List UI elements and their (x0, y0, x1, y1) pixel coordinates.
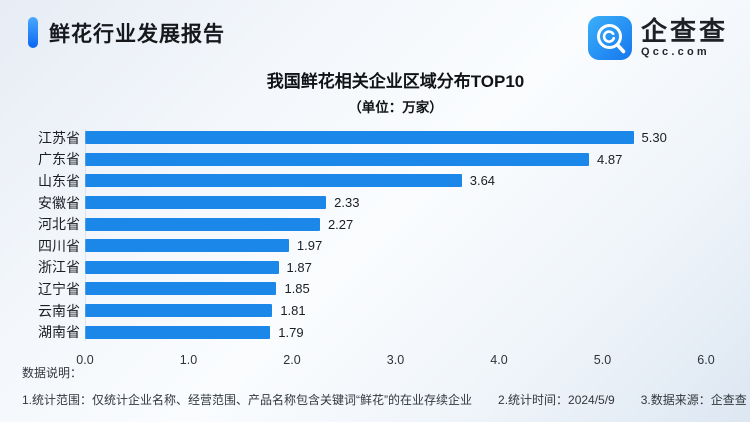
y-axis-label: 河北省 (38, 216, 80, 233)
bar-track: 1.97 (85, 238, 706, 253)
bar-value-label: 2.27 (327, 216, 354, 232)
title-accent-bar (28, 17, 38, 48)
bar-row: 四川省 1.97 (30, 235, 706, 257)
bar-row: 云南省 1.81 (30, 300, 706, 322)
bar (85, 239, 289, 253)
x-tick: 2.0 (283, 352, 301, 367)
chart-title: 我国鲜花相关企业区域分布TOP10 (266, 72, 525, 91)
data-notes-line: 1.统计范围：仅统计企业名称、经营范围、产品名称包含关键词“鲜花”的在业存续企业… (22, 391, 747, 408)
bar (85, 152, 590, 166)
data-notes-heading: 数据说明： (22, 366, 83, 380)
qcc-logo: 企查查 Qcc.com (587, 15, 728, 61)
bar-row: 辽宁省 1.85 (30, 278, 706, 300)
bar-value-label: 4.87 (597, 151, 623, 167)
y-axis-label: 广东省 (38, 151, 80, 168)
bar-row: 湖南省 1.79 (30, 321, 706, 343)
note-scope: 1.统计范围：仅统计企业名称、经营范围、产品名称包含关键词“鲜花”的在业存续企业 (22, 393, 473, 407)
x-tick: 3.0 (386, 352, 405, 367)
note-source: 3.数据来源：企查查 (640, 393, 747, 407)
bar (85, 174, 462, 188)
bar-chart: 我国鲜花相关企业区域分布TOP10 （单位：万家） 江苏省 5.30 广东省 4… (30, 67, 715, 372)
x-tick: 0.0 (76, 352, 94, 367)
bar-track: 1.87 (85, 260, 706, 275)
bar-row: 浙江省 1.87 (30, 257, 706, 279)
x-axis: 0.0 1.0 2.0 3.0 4.0 5.0 6.0 (76, 350, 714, 372)
y-axis-label: 四川省 (38, 237, 80, 254)
note-date: 2.统计时间：2024/5/9 (498, 393, 615, 407)
bar-track: 1.85 (85, 281, 706, 296)
bar (85, 131, 634, 145)
bar-value-label: 1.81 (280, 303, 306, 319)
bar (85, 260, 279, 274)
x-tick: 5.0 (593, 352, 612, 367)
qcc-logo-domain: Qcc.com (640, 46, 710, 58)
bar-track: 5.30 (85, 130, 706, 145)
y-axis-label: 江苏省 (38, 129, 80, 146)
y-axis-label: 辽宁省 (38, 280, 80, 297)
bar-value-label: 5.30 (641, 130, 667, 146)
bar (85, 304, 273, 318)
bar (85, 217, 320, 231)
bar-track: 1.79 (85, 325, 706, 340)
bar (85, 325, 271, 339)
data-notes: 数据说明： 1.统计范围：仅统计企业名称、经营范围、产品名称包含关键词“鲜花”的… (22, 364, 747, 408)
bar (85, 196, 327, 210)
bar-value-label: 3.64 (469, 173, 496, 189)
bar-track: 1.81 (85, 303, 706, 318)
bar-value-label: 1.79 (278, 324, 304, 340)
y-axis-label: 浙江省 (38, 259, 80, 276)
bar-track: 2.27 (85, 217, 706, 232)
qcc-logo-name: 企查查 (640, 16, 728, 46)
bar-track: 4.87 (85, 152, 706, 167)
bar-row: 河北省 2.27 (30, 213, 706, 235)
y-axis-label: 山东省 (38, 172, 80, 189)
bar-value-label: 1.97 (296, 238, 323, 254)
x-tick: 4.0 (490, 352, 508, 367)
qcc-logo-text: 企查查 Qcc.com (641, 18, 728, 58)
bar-row: 江苏省 5.30 (30, 127, 706, 149)
x-tick: 1.0 (179, 352, 198, 367)
y-axis-label: 安徽省 (38, 194, 80, 211)
bar-row: 山东省 3.64 (30, 170, 706, 192)
bar-value-label: 2.33 (334, 195, 360, 211)
bar-row: 广东省 4.87 (30, 149, 706, 171)
y-axis-label: 湖南省 (38, 324, 80, 341)
bar-value-label: 1.85 (284, 281, 310, 297)
report-header: 鲜花行业发展报告 (28, 17, 225, 48)
bar-track: 3.64 (85, 173, 706, 188)
qcc-logo-icon (587, 16, 632, 60)
bar (85, 282, 277, 296)
chart-header: 我国鲜花相关企业区域分布TOP10 （单位：万家） (85, 67, 706, 116)
y-axis-label: 云南省 (38, 302, 80, 319)
bar-row: 安徽省 2.33 (30, 192, 706, 214)
report-title: 鲜花行业发展报告 (49, 22, 225, 46)
bar-track: 2.33 (85, 195, 706, 210)
x-tick: 6.0 (697, 352, 715, 367)
bar-value-label: 1.87 (286, 259, 312, 275)
chart-subtitle: （单位：万家） (348, 100, 443, 115)
plot-area: 江苏省 5.30 广东省 4.87 山东省 3.64 安徽省 2.33 (30, 127, 706, 343)
